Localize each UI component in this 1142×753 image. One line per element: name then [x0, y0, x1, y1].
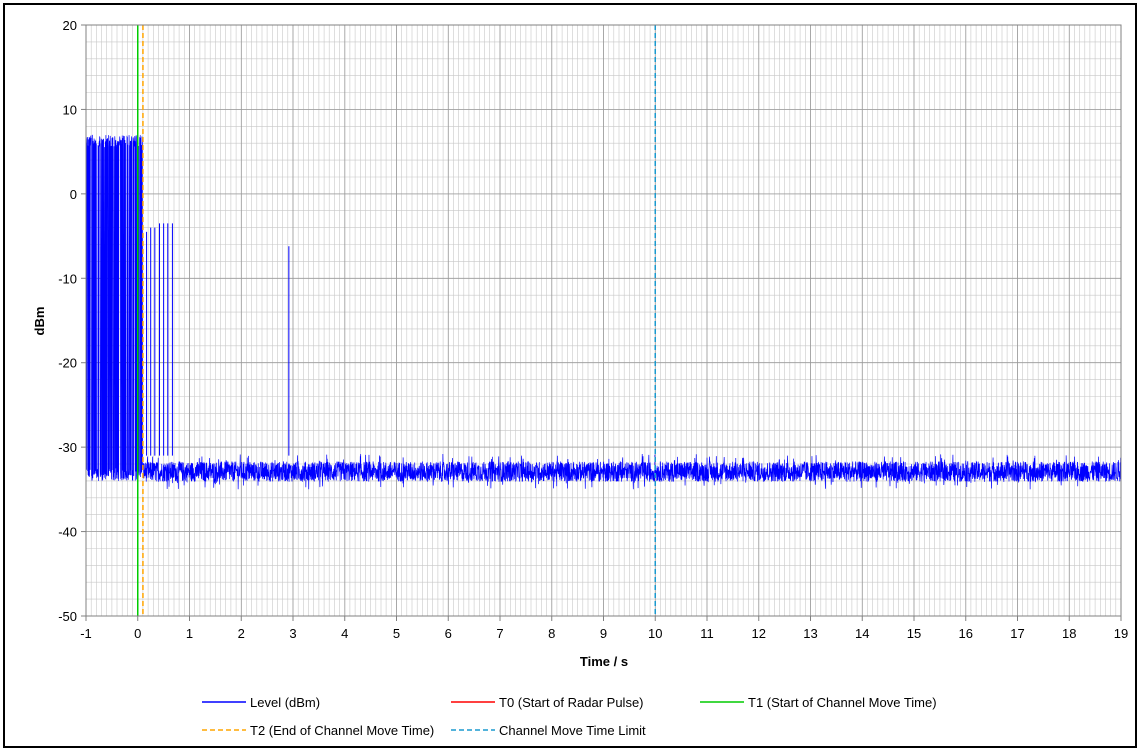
series-level-line	[85, 134, 1122, 490]
y-tick-label: -30	[58, 440, 77, 455]
x-tick-label: 13	[803, 626, 817, 641]
x-tick-label: 14	[855, 626, 869, 641]
plot-area	[85, 134, 1122, 490]
x-tick-label: 11	[700, 626, 714, 641]
x-axis-title: Time / s	[580, 654, 628, 669]
legend-label: T1 (Start of Channel Move Time)	[748, 695, 937, 710]
x-tick-label: 4	[341, 626, 348, 641]
legend-label: T2 (End of Channel Move Time)	[250, 723, 434, 738]
y-tick-label: -20	[58, 356, 77, 371]
x-tick-label: 9	[600, 626, 607, 641]
x-tick-label: 17	[1010, 626, 1024, 641]
legend: Level (dBm) T0 (Start of Radar Pulse) T1 (…	[202, 695, 937, 738]
x-tick-label: 6	[445, 626, 452, 641]
major-gridlines	[85, 24, 1122, 617]
y-axis-title: dBm	[32, 307, 47, 336]
x-tick-label: 2	[238, 626, 245, 641]
x-tick-label: 10	[648, 626, 662, 641]
x-tick-label: 0	[134, 626, 141, 641]
y-tick-label: 0	[70, 187, 77, 202]
x-tick-label: 1	[186, 626, 193, 641]
legend-label: Channel Move Time Limit	[499, 723, 646, 738]
marker-lines	[137, 25, 656, 616]
y-tick-label: 10	[63, 102, 77, 117]
chart-frame	[3, 3, 1137, 748]
x-tick-label: 19	[1114, 626, 1128, 641]
x-tick-label: 15	[907, 626, 921, 641]
y-tick-label: 20	[63, 18, 77, 33]
axes: -1 0 1 2 3 4 5 6 7 8 9 10 11 12 13 14 15 16 17 18 1920100-10…	[58, 18, 1128, 641]
legend-label: T0 (Start of Radar Pulse)	[499, 695, 644, 710]
x-tick-label: -1	[80, 626, 92, 641]
x-tick-label: 12	[752, 626, 766, 641]
x-tick-label: 3	[289, 626, 296, 641]
y-tick-label: -40	[58, 525, 77, 540]
x-tick-label: 7	[496, 626, 503, 641]
x-tick-label: 16	[959, 626, 973, 641]
legend-label: Level (dBm)	[250, 695, 320, 710]
x-tick-label: 8	[548, 626, 555, 641]
y-tick-label: -50	[58, 609, 77, 624]
x-tick-label: 5	[393, 626, 400, 641]
y-tick-label: -10	[58, 271, 77, 286]
x-tick-label: 18	[1062, 626, 1076, 641]
grid	[85, 24, 1122, 617]
